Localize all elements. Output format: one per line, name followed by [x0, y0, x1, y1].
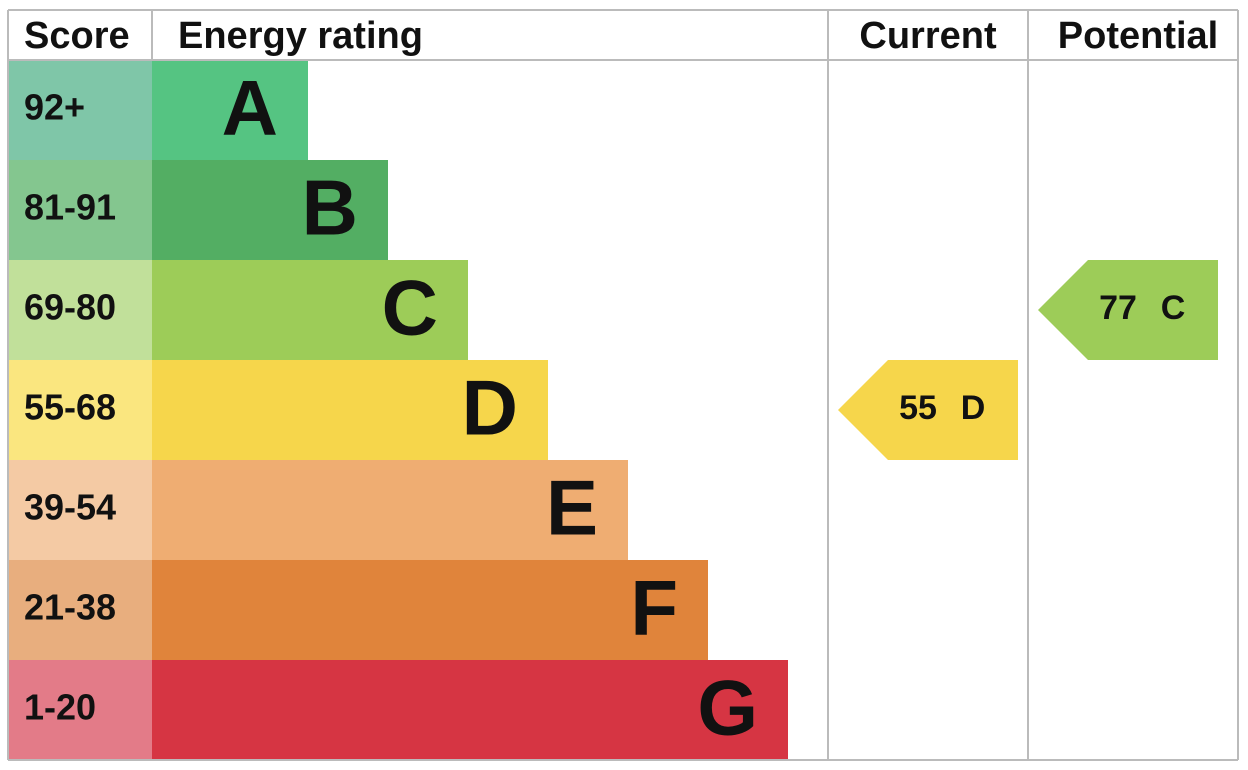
current-arrow: [838, 360, 1018, 460]
score-range: 81-91: [24, 187, 116, 228]
rating-letter: A: [222, 64, 278, 152]
score-cell: [8, 460, 152, 560]
score-cell: [8, 160, 152, 260]
rating-letter: G: [697, 664, 758, 752]
score-cell: [8, 560, 152, 660]
score-cell: [8, 360, 152, 460]
header-score: Score: [24, 15, 130, 57]
rating-letter: E: [546, 464, 598, 552]
current-score: 55: [899, 389, 937, 427]
header-rating: Energy rating: [178, 15, 423, 57]
rating-bar: [152, 360, 548, 460]
score-range: 69-80: [24, 287, 116, 328]
header-potential: Potential: [1058, 15, 1218, 57]
rating-bar: [152, 160, 388, 260]
score-range: 1-20: [24, 687, 96, 728]
score-cell: [8, 660, 152, 760]
rating-bar: [152, 660, 788, 760]
rating-letter: D: [462, 364, 518, 452]
score-cell: [8, 60, 152, 160]
potential-score: 77: [1099, 289, 1137, 327]
rating-bar: [152, 260, 468, 360]
rating-bar: [152, 560, 708, 660]
rating-letter: B: [302, 164, 358, 252]
rating-bar: [152, 60, 308, 160]
current-rating: D: [961, 389, 986, 427]
rating-letter: C: [382, 264, 438, 352]
potential-rating: C: [1161, 289, 1186, 327]
rating-letter: F: [630, 564, 678, 652]
score-range: 21-38: [24, 587, 116, 628]
rating-bar: [152, 460, 628, 560]
score-range: 55-68: [24, 387, 116, 428]
score-range: 92+: [24, 87, 85, 128]
score-cell: [8, 260, 152, 360]
potential-arrow: [1038, 260, 1218, 360]
score-range: 39-54: [24, 487, 116, 528]
header-current: Current: [859, 15, 997, 57]
